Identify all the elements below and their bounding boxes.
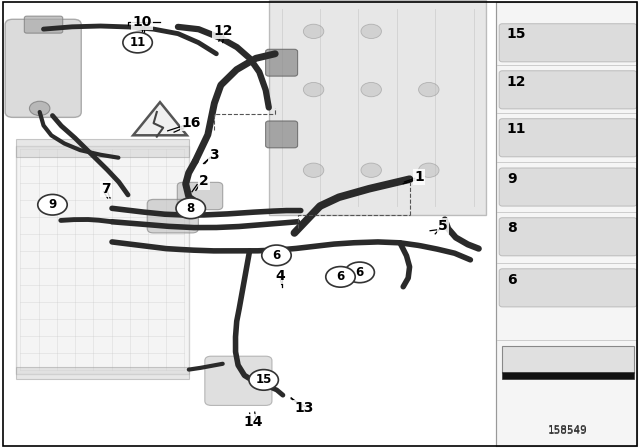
Text: 1: 1 (414, 170, 424, 184)
Text: 10: 10 (132, 14, 152, 29)
Text: 12: 12 (213, 24, 232, 39)
Circle shape (361, 82, 381, 97)
FancyBboxPatch shape (266, 49, 298, 76)
Text: 5: 5 (438, 219, 448, 233)
Circle shape (123, 32, 152, 53)
Text: 12: 12 (507, 74, 526, 89)
Text: 158549: 158549 (548, 425, 588, 435)
FancyBboxPatch shape (499, 218, 637, 256)
Text: 9: 9 (507, 172, 516, 186)
Circle shape (176, 198, 205, 219)
Text: 15: 15 (507, 27, 526, 42)
FancyBboxPatch shape (499, 71, 637, 109)
Text: 16: 16 (181, 116, 200, 130)
Circle shape (345, 262, 374, 283)
Text: 4: 4 (275, 268, 285, 283)
FancyBboxPatch shape (16, 367, 189, 379)
Circle shape (38, 194, 67, 215)
Text: 7: 7 (100, 182, 111, 196)
Circle shape (326, 267, 355, 287)
Circle shape (419, 82, 439, 97)
Text: 11: 11 (507, 122, 526, 137)
FancyBboxPatch shape (205, 356, 272, 405)
FancyBboxPatch shape (499, 119, 637, 157)
Bar (496, 2, 637, 446)
Circle shape (361, 163, 381, 177)
FancyBboxPatch shape (24, 16, 63, 33)
Text: 3: 3 (209, 147, 220, 162)
Text: 2: 2 (198, 174, 209, 189)
Circle shape (303, 163, 324, 177)
FancyBboxPatch shape (499, 24, 637, 62)
Text: 15: 15 (255, 373, 272, 387)
FancyBboxPatch shape (147, 199, 198, 233)
Text: 9: 9 (49, 198, 56, 211)
Text: 11: 11 (129, 36, 146, 49)
Circle shape (29, 101, 50, 116)
Text: 13: 13 (294, 401, 314, 415)
Polygon shape (269, 0, 486, 215)
FancyBboxPatch shape (499, 269, 637, 307)
Text: 6: 6 (273, 249, 280, 262)
FancyBboxPatch shape (16, 139, 189, 157)
FancyBboxPatch shape (499, 168, 637, 206)
Circle shape (262, 245, 291, 266)
Text: 6: 6 (507, 272, 516, 287)
Circle shape (303, 82, 324, 97)
FancyBboxPatch shape (266, 121, 298, 148)
Bar (502, 346, 634, 373)
Polygon shape (133, 102, 187, 135)
Text: 8: 8 (187, 202, 195, 215)
Text: 14: 14 (243, 415, 262, 429)
Circle shape (361, 24, 381, 39)
Text: 6: 6 (356, 266, 364, 279)
FancyBboxPatch shape (5, 19, 81, 117)
Circle shape (249, 370, 278, 390)
Text: 6: 6 (337, 270, 344, 284)
Circle shape (303, 24, 324, 39)
Bar (502, 372, 634, 379)
Text: 8: 8 (507, 221, 516, 236)
Circle shape (419, 163, 439, 177)
Text: 158549: 158549 (548, 426, 588, 436)
FancyBboxPatch shape (177, 182, 223, 210)
FancyBboxPatch shape (16, 146, 189, 374)
